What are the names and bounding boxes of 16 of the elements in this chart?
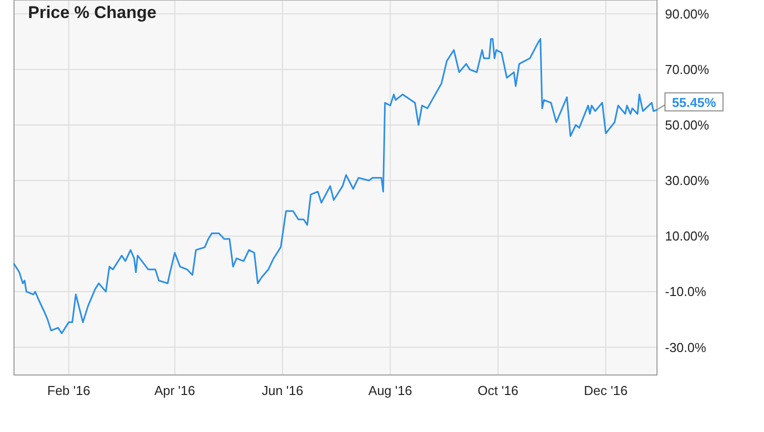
y-tick-label: 10.00% <box>665 228 710 244</box>
y-tick-label: 30.00% <box>665 173 710 188</box>
x-tick-label: Dec '16 <box>584 383 628 398</box>
x-tick-label: Oct '16 <box>478 383 518 398</box>
y-tick-label: -30.0% <box>665 340 707 355</box>
x-tick-label: Aug '16 <box>368 383 412 398</box>
annotation: 55.45% <box>672 94 716 110</box>
x-tick-label: Feb '16 <box>47 383 90 398</box>
line-series <box>13 38 658 334</box>
y-tick-label: -10.0% <box>665 284 707 300</box>
y-tick-label: 90.00% <box>665 6 710 22</box>
y-tick-label: 70.00% <box>665 62 710 77</box>
x-tick-label: Apr '16 <box>154 383 196 398</box>
chart-title: Price % Change <box>28 3 156 22</box>
x-tick-label: Jun '16 <box>262 383 304 398</box>
y-tick-label: 50.00% <box>665 118 710 133</box>
